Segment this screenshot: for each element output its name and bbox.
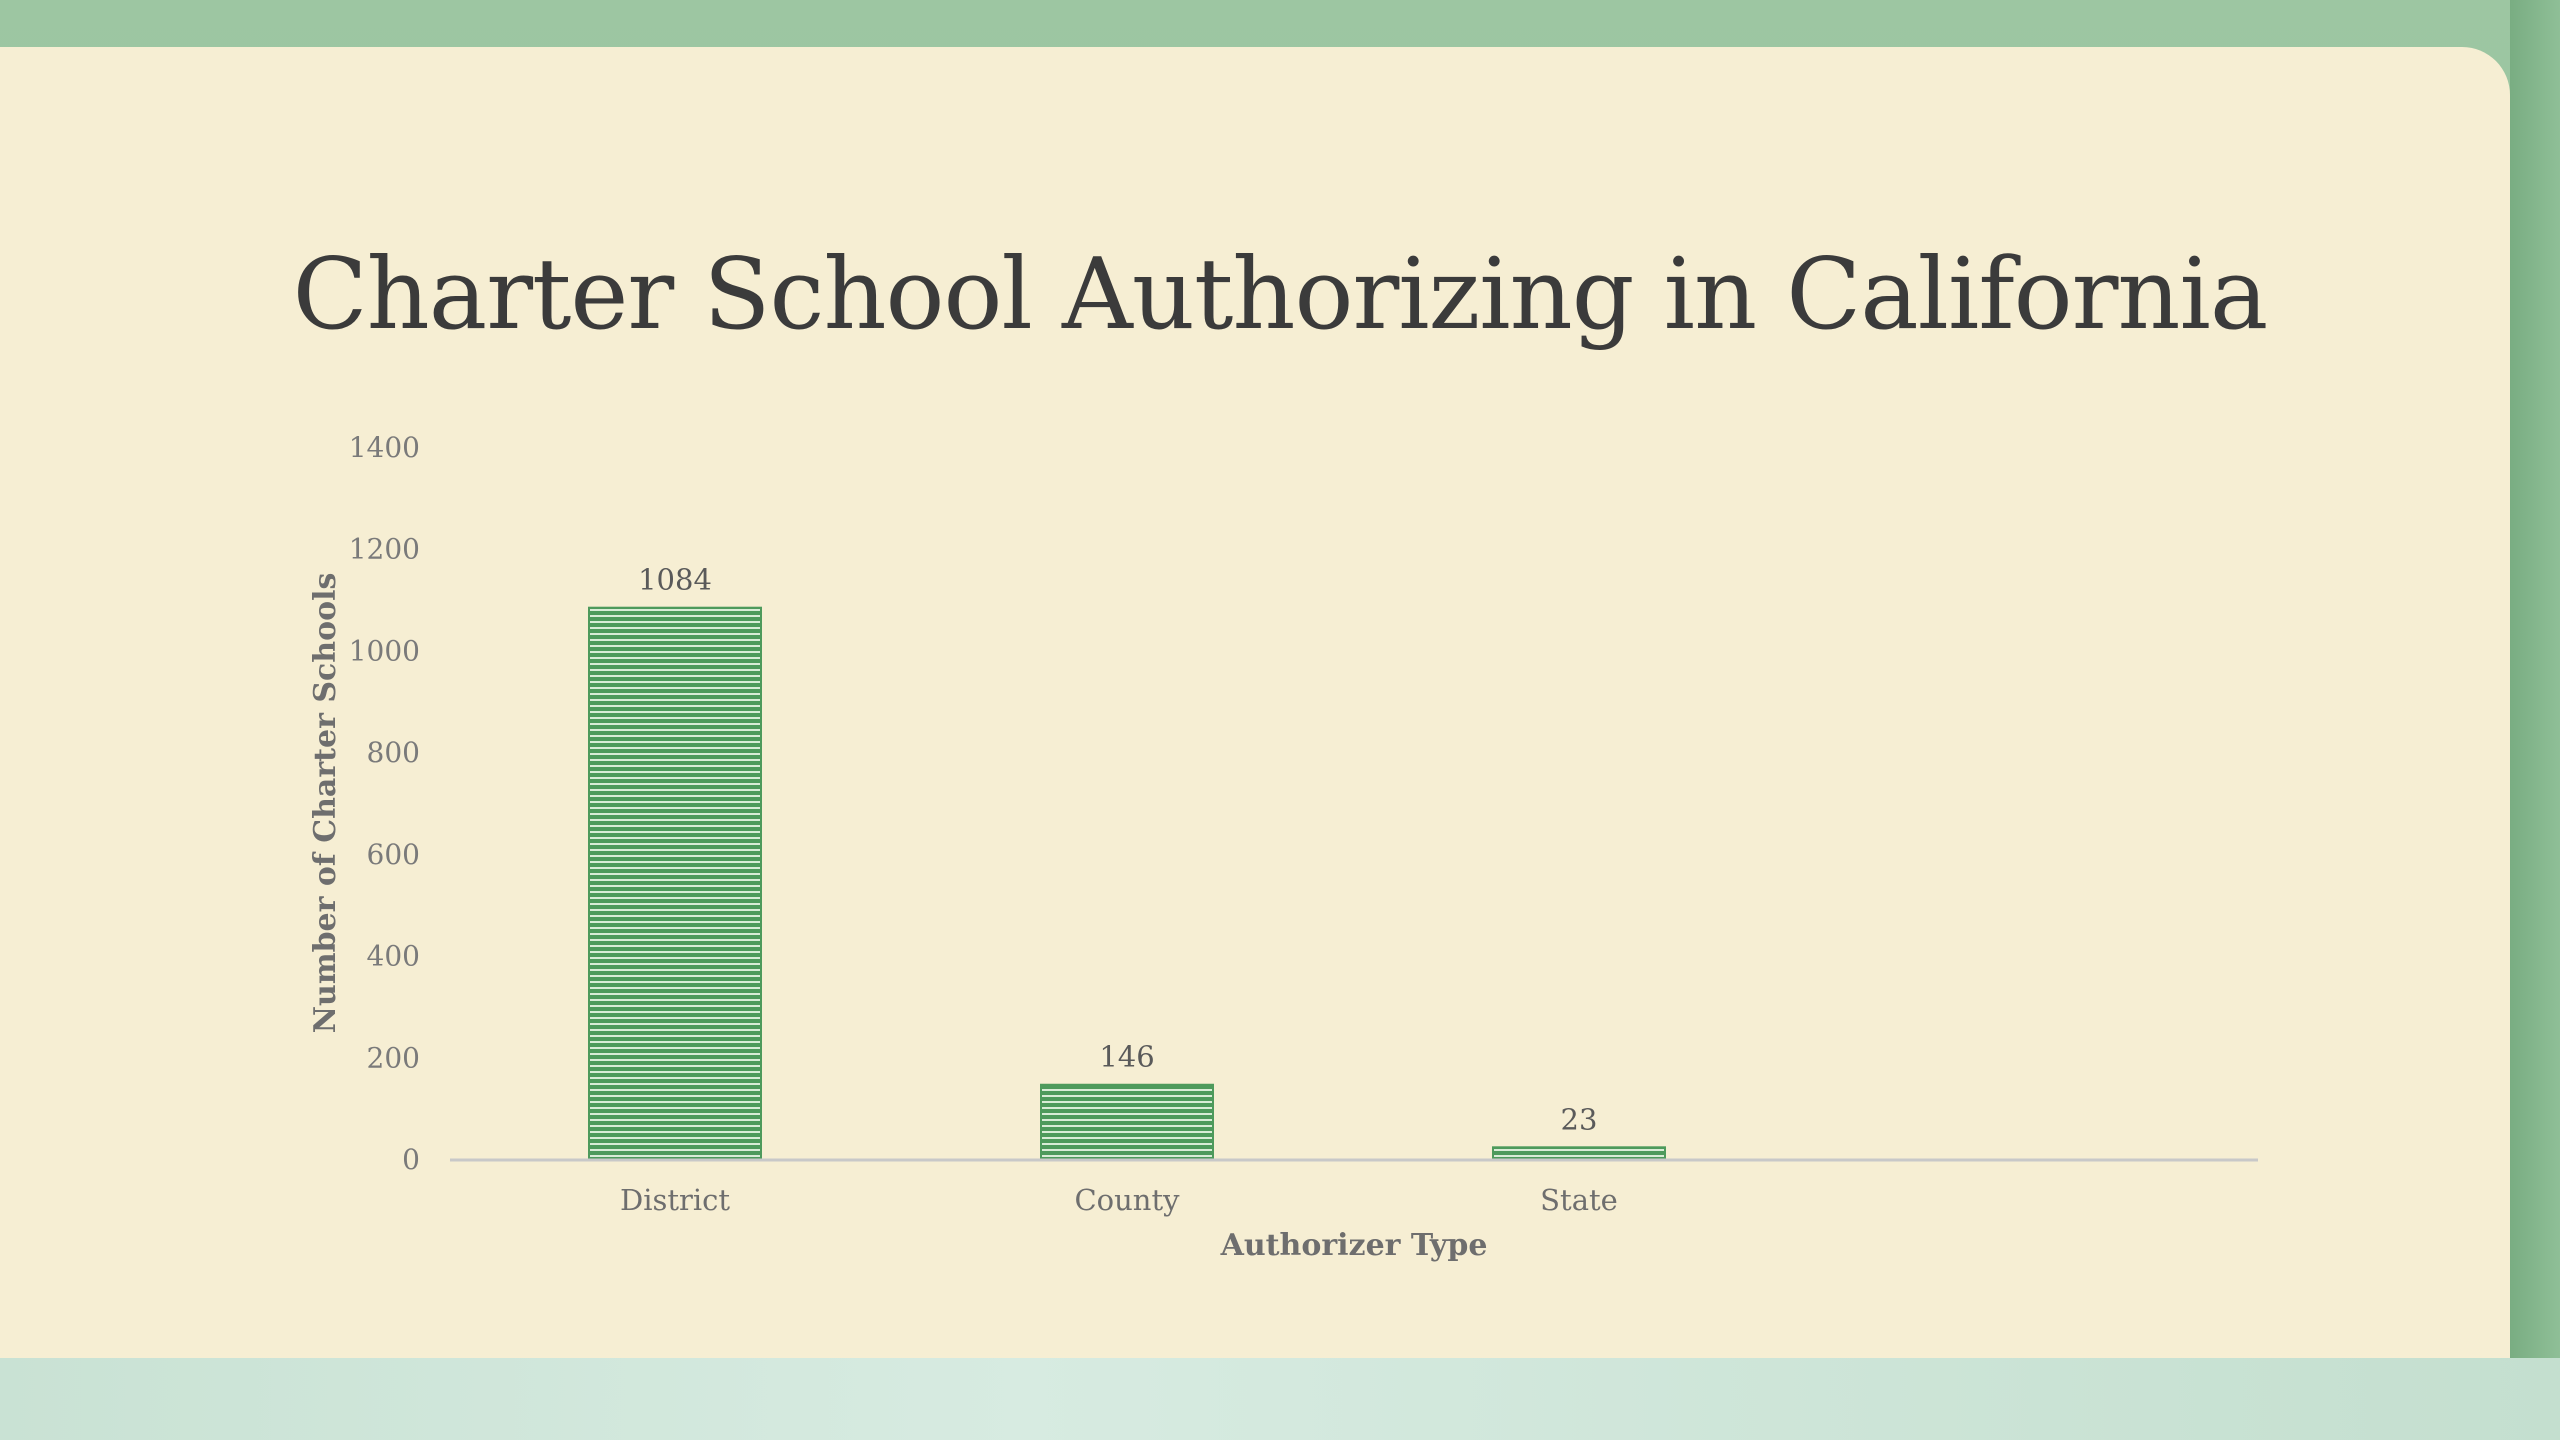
y-axis-title: Number of Charter Schools — [308, 573, 343, 1034]
bar-district — [588, 606, 762, 1160]
y-axis-ticks: 0 200 400 600 800 1000 1200 1400 — [349, 431, 420, 1176]
background-right-strip — [2510, 0, 2560, 1440]
x-axis-categories: District County State — [620, 1183, 1618, 1217]
slide-title: Charter School Authorizing in California — [292, 238, 2269, 352]
bar-state — [1492, 1146, 1666, 1160]
y-tick-label: 1000 — [349, 634, 420, 667]
x-tick-label-state: State — [1540, 1183, 1618, 1217]
slide-card — [0, 47, 2510, 1358]
x-tick-label-district: District — [620, 1183, 730, 1217]
y-tick-label: 400 — [367, 940, 420, 973]
data-labels: 1084 146 23 — [638, 563, 1597, 1137]
bar-county — [1040, 1083, 1214, 1160]
background-bottom-strip — [0, 1358, 2560, 1440]
x-axis-title: Authorizer Type — [1220, 1228, 1488, 1263]
data-label-county: 146 — [1099, 1040, 1154, 1074]
y-tick-label: 200 — [367, 1041, 420, 1074]
x-tick-label-county: County — [1074, 1183, 1180, 1217]
y-tick-label: 600 — [367, 838, 420, 871]
data-label-state: 23 — [1561, 1102, 1598, 1136]
y-tick-label: 0 — [402, 1143, 420, 1176]
y-tick-label: 1400 — [349, 431, 420, 464]
y-tick-label: 800 — [367, 736, 420, 769]
y-tick-label: 1200 — [349, 533, 420, 566]
bars — [588, 606, 1666, 1160]
data-label-district: 1084 — [638, 563, 712, 597]
